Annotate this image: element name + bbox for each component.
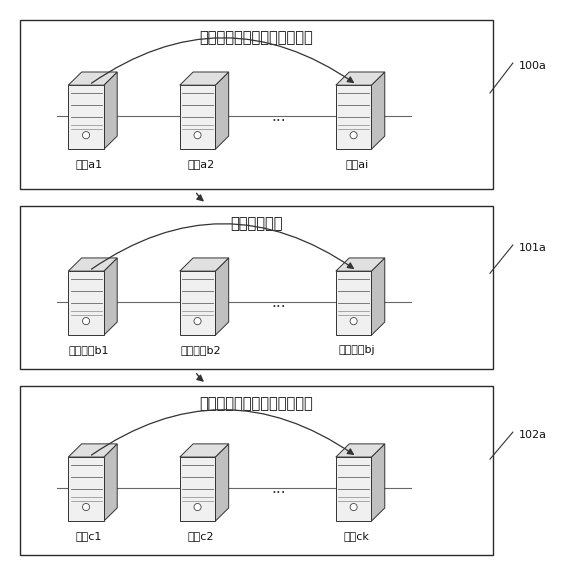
Text: 节点c1: 节点c1 (76, 531, 102, 541)
Text: 中继节点集群: 中继节点集群 (230, 216, 283, 231)
Circle shape (83, 504, 90, 510)
Circle shape (83, 318, 90, 325)
Text: 102a: 102a (519, 430, 547, 440)
Polygon shape (180, 271, 215, 335)
Polygon shape (336, 72, 385, 85)
Polygon shape (68, 271, 104, 335)
Text: ...: ... (271, 481, 286, 496)
FancyBboxPatch shape (20, 20, 493, 189)
Text: 第一业务区块链中的各个节点: 第一业务区块链中的各个节点 (199, 396, 313, 411)
Polygon shape (372, 258, 385, 335)
Polygon shape (215, 258, 229, 335)
Polygon shape (68, 258, 117, 271)
Polygon shape (336, 85, 372, 149)
Circle shape (350, 504, 357, 510)
Circle shape (350, 318, 357, 325)
Text: 节点a1: 节点a1 (75, 159, 102, 170)
Polygon shape (336, 444, 385, 457)
Circle shape (194, 131, 201, 139)
Text: 节点a2: 节点a2 (187, 159, 215, 170)
Polygon shape (372, 72, 385, 149)
Polygon shape (68, 85, 104, 149)
Polygon shape (180, 444, 229, 457)
Circle shape (194, 504, 201, 510)
Polygon shape (68, 72, 117, 85)
Polygon shape (104, 72, 117, 149)
Polygon shape (68, 444, 117, 457)
Text: ...: ... (271, 109, 286, 124)
Polygon shape (215, 444, 229, 521)
Polygon shape (68, 457, 104, 521)
Text: ...: ... (271, 295, 286, 310)
Text: 节点ai: 节点ai (345, 159, 368, 170)
Polygon shape (104, 258, 117, 335)
Polygon shape (336, 457, 372, 521)
Text: 100a: 100a (519, 61, 546, 71)
Text: 中继节点b1: 中继节点b1 (69, 345, 109, 356)
FancyBboxPatch shape (20, 386, 493, 555)
Polygon shape (180, 258, 229, 271)
Circle shape (83, 131, 90, 139)
Text: 中继节点bj: 中继节点bj (338, 345, 375, 356)
Text: 中继节点b2: 中继节点b2 (180, 345, 221, 356)
Text: 节点ck: 节点ck (344, 531, 370, 541)
FancyBboxPatch shape (20, 205, 493, 369)
Polygon shape (215, 72, 229, 149)
Circle shape (350, 131, 357, 139)
Polygon shape (180, 72, 229, 85)
Polygon shape (104, 444, 117, 521)
Polygon shape (336, 258, 385, 271)
Circle shape (194, 318, 201, 325)
Text: 第二业务区块链中的各个节点: 第二业务区块链中的各个节点 (199, 30, 313, 45)
Polygon shape (336, 271, 372, 335)
Text: 101a: 101a (519, 243, 546, 253)
Text: 节点c2: 节点c2 (187, 531, 214, 541)
Polygon shape (180, 85, 215, 149)
Polygon shape (372, 444, 385, 521)
Polygon shape (180, 457, 215, 521)
